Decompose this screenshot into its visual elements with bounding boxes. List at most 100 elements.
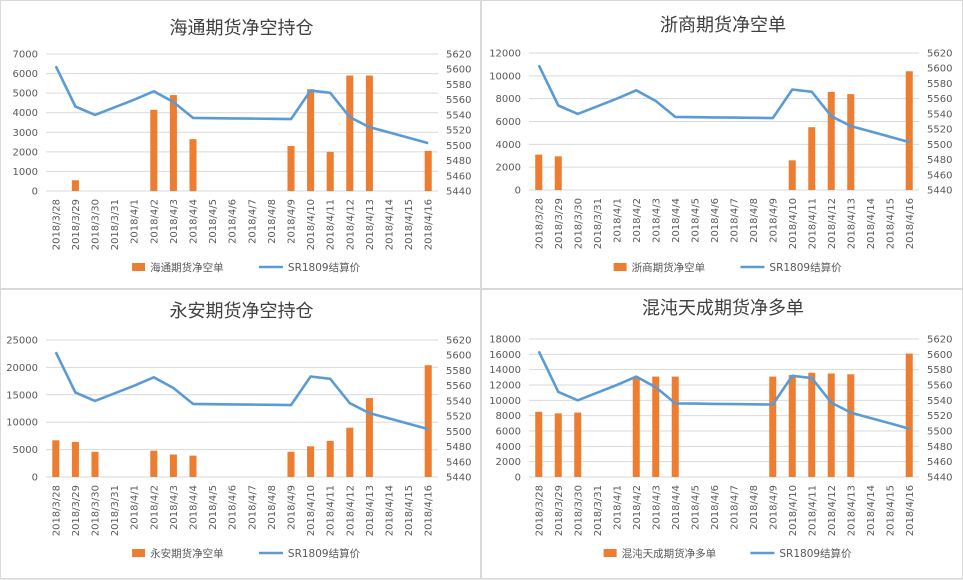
- y-left-tick-label: 5000: [13, 445, 38, 456]
- chart-title: 浙商期货净空单: [660, 15, 786, 36]
- x-tick-label: 2018/4/12: [345, 485, 356, 536]
- bar-2018/4/10: [307, 446, 315, 477]
- y-right-tick-label: 5520: [927, 125, 952, 136]
- x-tick-label: 2018/4/14: [866, 198, 877, 249]
- x-tick-label: 2018/4/13: [846, 198, 857, 249]
- bar-2018/4/13: [365, 75, 373, 191]
- x-tick-label: 2018/4/8: [749, 198, 760, 243]
- legend-bar-label: 混沌天成期货净多单: [622, 547, 717, 560]
- x-tick-label: 2018/4/11: [807, 485, 818, 536]
- y-left-tick-label: 2000: [496, 163, 521, 174]
- y-right-tick-label: 5540: [927, 109, 952, 120]
- bar-2018/4/2: [632, 377, 640, 477]
- x-tick-label: 2018/4/11: [326, 199, 337, 250]
- x-tick-label: 2018/3/29: [71, 485, 82, 536]
- bar-2018/4/16: [424, 150, 432, 191]
- x-tick-label: 2018/4/8: [267, 485, 278, 530]
- y-left-tick-label: 2000: [496, 457, 521, 468]
- x-tick-label: 2018/3/28: [534, 485, 545, 536]
- y-left-tick-label: 15000: [6, 390, 38, 401]
- bar-2018/4/11: [808, 127, 816, 190]
- x-tick-label: 2018/4/16: [905, 485, 916, 536]
- bar-2018/3/29: [554, 156, 562, 190]
- y-right-tick-label: 5560: [446, 381, 471, 392]
- bar-2018/3/29: [71, 441, 79, 477]
- bar-2018/4/16: [905, 353, 913, 477]
- legend-bar-swatch: [132, 263, 146, 271]
- y-left-tick-label: 25000: [6, 336, 38, 347]
- x-tick-label: 2018/3/30: [91, 485, 102, 536]
- chart-panel-hundun: 混沌天成期货净多单 0 2000 4000 6000 8000 10000 12000 1400…: [481, 289, 963, 579]
- x-tick-label: 2018/3/28: [51, 485, 62, 536]
- x-tick-label: 2018/4/15: [885, 198, 896, 249]
- y-right-tick-label: 5520: [927, 411, 952, 422]
- y-right-tick-label: 5580: [446, 80, 471, 91]
- y-right-tick-label: 5560: [446, 95, 471, 106]
- y-right-tick-label: 5600: [446, 351, 471, 362]
- x-tick-label: 2018/4/9: [768, 485, 779, 530]
- x-tick-label: 2018/3/31: [593, 485, 604, 536]
- bar-2018/4/2: [150, 450, 158, 477]
- chart-zheshang: 浙商期货净空单 0 2000 4000 6000 8000 10000 12000 5440 54…: [489, 15, 952, 274]
- x-tick-label: 2018/4/4: [189, 199, 200, 244]
- y-left-tick-label: 10000: [489, 396, 521, 407]
- x-tick-label: 2018/4/1: [130, 199, 141, 244]
- y-right-tick-label: 5440: [927, 473, 952, 484]
- y-left-tick-label: 3000: [13, 128, 38, 139]
- x-tick-label: 2018/4/3: [169, 199, 180, 244]
- x-tick-label: 2018/4/6: [228, 199, 239, 244]
- x-tick-label: 2018/3/30: [573, 198, 584, 249]
- bar-2018/4/11: [808, 372, 816, 477]
- y-left-tick-label: 12000: [489, 49, 521, 60]
- bar-2018/4/9: [769, 376, 777, 477]
- x-tick-label: 2018/4/1: [612, 485, 623, 530]
- y-right-tick-label: 5480: [927, 155, 952, 166]
- x-tick-label: 2018/4/2: [632, 485, 643, 530]
- price-line: [54, 65, 429, 145]
- x-tick-label: 2018/4/14: [385, 485, 396, 536]
- bar-2018/3/29: [71, 180, 79, 191]
- bar-2018/3/28: [535, 411, 543, 477]
- x-tick-label: 2018/4/7: [729, 485, 740, 530]
- y-left-tick-label: 6000: [13, 69, 38, 80]
- x-tick-label: 2018/4/7: [247, 485, 258, 530]
- x-tick-label: 2018/4/3: [169, 485, 180, 530]
- x-tick-label: 2018/4/9: [287, 199, 298, 244]
- x-tick-label: 2018/3/28: [51, 199, 62, 250]
- bar-2018/4/3: [169, 454, 177, 477]
- y-left-tick-label: 14000: [489, 365, 521, 376]
- y-left-tick-label: 5000: [13, 89, 38, 100]
- y-right-tick-label: 5500: [446, 141, 471, 152]
- legend: 混沌天成期货净多单 SR1809结算价: [603, 547, 852, 560]
- x-tick-label: 2018/4/8: [267, 199, 278, 244]
- bar-2018/4/12: [346, 427, 354, 477]
- x-tick-label: 2018/3/29: [71, 199, 82, 250]
- x-tick-label: 2018/4/7: [247, 199, 258, 244]
- bar-2018/3/29: [554, 413, 562, 477]
- y-right-tick-label: 5500: [446, 427, 471, 438]
- y-left-tick-label: 10000: [489, 71, 521, 82]
- x-tick-label: 2018/4/16: [424, 485, 435, 536]
- x-tick-label: 2018/4/6: [710, 198, 721, 243]
- legend: 海通期货净空单 SR1809结算价: [132, 261, 361, 274]
- x-tick-label: 2018/4/9: [768, 198, 779, 243]
- x-tick-label: 2018/4/2: [632, 198, 643, 243]
- x-tick-label: 2018/4/1: [612, 198, 623, 243]
- bar-2018/4/9: [287, 145, 295, 191]
- bar-2018/3/30: [574, 412, 582, 477]
- y-right-tick-label: 5620: [927, 49, 952, 60]
- x-tick-label: 2018/4/11: [807, 198, 818, 249]
- x-tick-label: 2018/4/5: [690, 485, 701, 530]
- bar-2018/4/13: [847, 374, 855, 477]
- y-left-tick-label: 0: [32, 473, 38, 484]
- chart-hundun: 混沌天成期货净多单 0 2000 4000 6000 8000 10000 12000 1400…: [489, 298, 952, 560]
- x-tick-label: 2018/4/8: [749, 485, 760, 530]
- x-tick-label: 2018/4/13: [365, 199, 376, 250]
- price-line: [537, 350, 910, 430]
- bar-2018/4/10: [788, 160, 796, 190]
- y-left-tick-label: 8000: [496, 411, 521, 422]
- y-left-tick-label: 7000: [13, 50, 38, 61]
- y-right-tick-label: 5600: [446, 65, 471, 76]
- bar-2018/4/9: [287, 451, 295, 477]
- x-tick-label: 2018/4/4: [671, 485, 682, 530]
